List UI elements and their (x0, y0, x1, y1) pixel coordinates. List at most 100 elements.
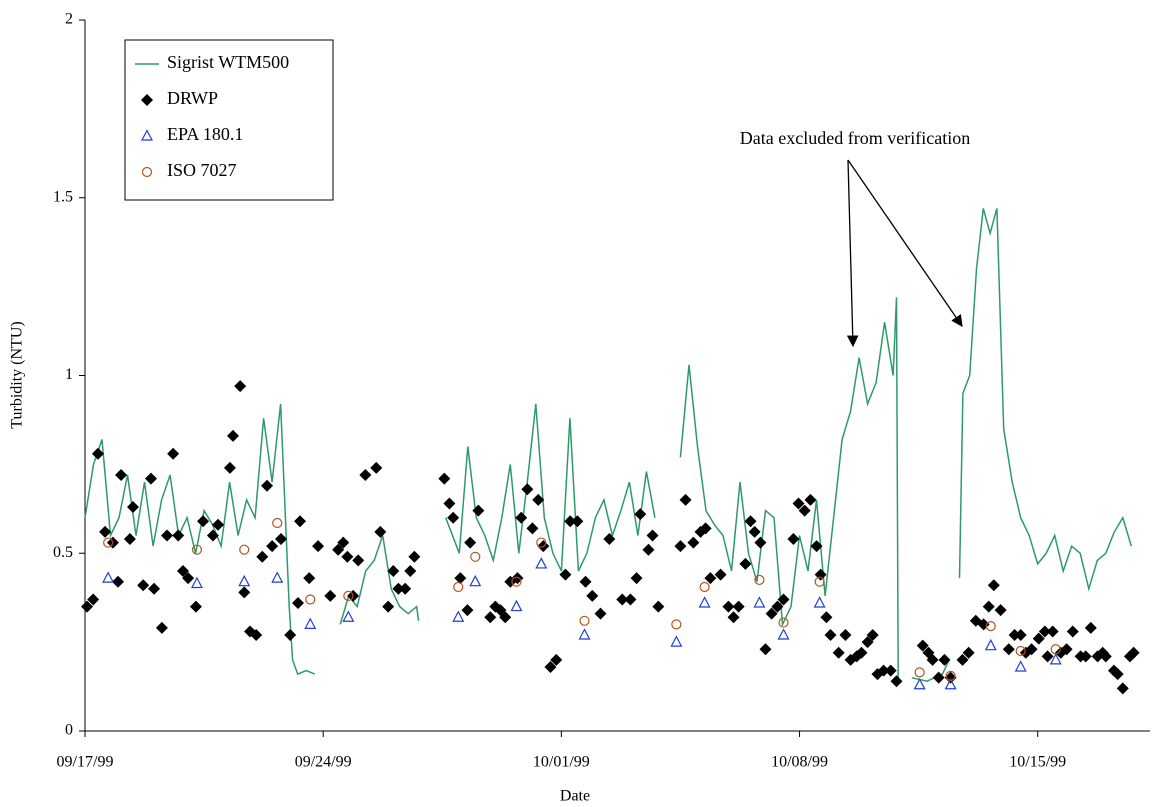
diamond-point (515, 511, 528, 524)
diamond-point (792, 497, 805, 510)
circle-point (103, 537, 114, 548)
triangle-point (190, 576, 203, 589)
diamond-point (312, 540, 325, 553)
diamond-point (197, 515, 210, 528)
triangle-point (452, 610, 465, 622)
diamond-point (261, 479, 274, 492)
diamond-point (732, 600, 745, 613)
diamond-point (352, 554, 365, 567)
diamond-point (464, 536, 477, 549)
diamond-point (399, 582, 412, 595)
diamond-point (99, 525, 112, 538)
diamond-point (956, 653, 969, 666)
triangle-point (271, 571, 284, 583)
diamond-point (982, 600, 995, 613)
diamond-point (303, 572, 316, 585)
x-axis-label: Date (560, 788, 590, 805)
circle-point (1015, 645, 1026, 657)
circle-point (191, 544, 203, 555)
diamond-point (1014, 629, 1027, 642)
diamond-point (586, 589, 599, 602)
triangle-point (1014, 660, 1027, 672)
diamond-point (155, 621, 168, 634)
diamond-point (137, 579, 150, 592)
diamond-point (1111, 668, 1124, 681)
diamond-point (932, 671, 945, 684)
diamond-point (646, 529, 659, 542)
diamond-point (212, 518, 225, 531)
triangle-point (510, 599, 523, 612)
diamond-point (820, 611, 833, 624)
triangle-point (753, 596, 766, 608)
triangle-point (1049, 653, 1062, 665)
diamond-point (1008, 629, 1021, 642)
diamond-point (630, 572, 643, 585)
diamond-point (861, 636, 874, 649)
diamond-point (461, 604, 474, 617)
diamond-point (884, 664, 897, 677)
diamond-point (634, 508, 647, 521)
legend: Sigrist WTM500 DRWP EPA 180.1 ISO 7027 (124, 39, 334, 201)
x-tick-label: 10/15/99 (1009, 754, 1066, 771)
diamond-point (642, 543, 655, 556)
diamond-point (765, 607, 778, 620)
diamond-point (443, 497, 456, 510)
annotation-arrow (847, 159, 963, 327)
diamond-point (370, 461, 383, 474)
legend-label: DRWP (167, 88, 218, 108)
y-tick-label: 0 (65, 722, 73, 739)
diamond-point (337, 536, 350, 549)
diamond-point (91, 447, 104, 460)
diamond-point (722, 600, 735, 613)
diamond-point (787, 533, 800, 546)
diamond-point (1041, 650, 1054, 663)
diamond-point (754, 536, 767, 549)
diamond-point (404, 565, 417, 578)
diamond-point (484, 611, 497, 624)
x-tick-label: 09/24/99 (295, 754, 352, 771)
diamond-point (167, 447, 180, 460)
x-tick-label: 10/08/99 (771, 754, 828, 771)
diamond-point (256, 550, 269, 563)
diamond-point (123, 533, 136, 546)
diamond-point (438, 472, 451, 485)
circle-point (699, 581, 710, 593)
diamond-point (804, 493, 817, 506)
diamond-point (1046, 625, 1059, 638)
legend-label: Sigrist WTM500 (167, 52, 289, 72)
diamond-point (382, 600, 395, 613)
diamond-point (594, 607, 607, 620)
diamond-point (332, 543, 345, 556)
diamond-point (521, 483, 534, 496)
x-tick-label: 09/17/99 (57, 754, 114, 771)
data-line (84, 208, 1133, 682)
diamond-point (890, 675, 903, 688)
diamond-point (855, 646, 868, 659)
y-tick-label: 2 (65, 11, 73, 28)
diamond-point (603, 533, 616, 546)
diamond-point (771, 600, 784, 613)
diamond-point (832, 646, 845, 659)
circle-point (272, 517, 283, 529)
diamond-point (408, 550, 421, 563)
diamond-point (877, 664, 890, 677)
diamond-point (1084, 621, 1097, 634)
legend-marker (141, 94, 153, 106)
diamond-point (1032, 632, 1045, 645)
diamond-point (447, 511, 460, 524)
y-tick-label: 0.5 (53, 544, 73, 561)
diamond-point (1038, 625, 1051, 638)
diamond-point (223, 461, 236, 474)
diamond-point (759, 643, 772, 656)
diamond-point (1116, 682, 1129, 695)
diamond-point (744, 515, 757, 528)
diamond-point (727, 611, 740, 624)
annotation-arrow (846, 159, 859, 348)
diamond-point (777, 593, 790, 606)
diamond-point (1127, 646, 1140, 659)
diamond-point (161, 529, 174, 542)
triangle-point (342, 610, 355, 622)
diamond-point (839, 629, 852, 642)
diamond-point (1079, 650, 1092, 663)
